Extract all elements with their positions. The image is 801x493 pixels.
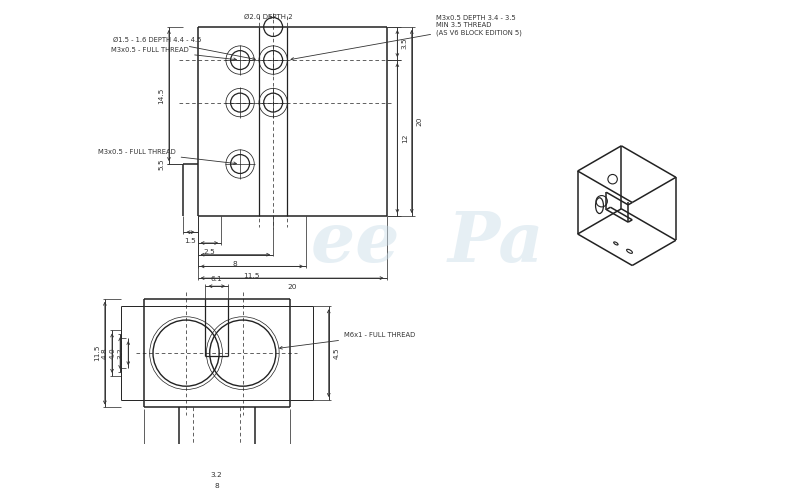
Text: 20: 20	[417, 117, 422, 126]
Text: 6.1: 6.1	[211, 276, 223, 282]
Text: ee  Pa: ee Pa	[311, 209, 543, 277]
Text: Ø2.0 DEPTH 2: Ø2.0 DEPTH 2	[244, 14, 293, 20]
Text: 3.2: 3.2	[118, 347, 124, 359]
Text: 5.5: 5.5	[159, 158, 164, 170]
Text: M3x0.5 DEPTH 3.4 - 3.5
MIN 3.5 THREAD
(AS V6 BLOCK EDITION 5): M3x0.5 DEPTH 3.4 - 3.5 MIN 3.5 THREAD (A…	[291, 15, 522, 60]
Text: Ø1.5 - 1.6 DEPTH 4.4 - 4.5: Ø1.5 - 1.6 DEPTH 4.4 - 4.5	[113, 37, 256, 60]
Text: 11.5: 11.5	[95, 345, 100, 361]
Text: 1.5: 1.5	[184, 239, 196, 245]
Text: M3x0.5 - FULL THREAD: M3x0.5 - FULL THREAD	[111, 47, 236, 61]
Text: 3.5: 3.5	[402, 38, 408, 49]
Text: 8: 8	[233, 261, 238, 267]
Text: 20: 20	[288, 284, 297, 290]
Text: 4.8: 4.8	[102, 347, 107, 359]
Text: 4.0: 4.0	[110, 347, 115, 359]
Text: 14.5: 14.5	[159, 87, 164, 104]
Text: 11.5: 11.5	[244, 273, 260, 279]
Text: 2.5: 2.5	[203, 249, 215, 255]
Text: 12: 12	[402, 133, 408, 143]
Text: M6x1 - FULL THREAD: M6x1 - FULL THREAD	[280, 332, 415, 349]
Text: 8: 8	[215, 483, 219, 489]
Text: 3.2: 3.2	[211, 472, 223, 478]
Text: M3x0.5 - FULL THREAD: M3x0.5 - FULL THREAD	[98, 149, 236, 165]
Text: 4.5: 4.5	[333, 347, 340, 359]
